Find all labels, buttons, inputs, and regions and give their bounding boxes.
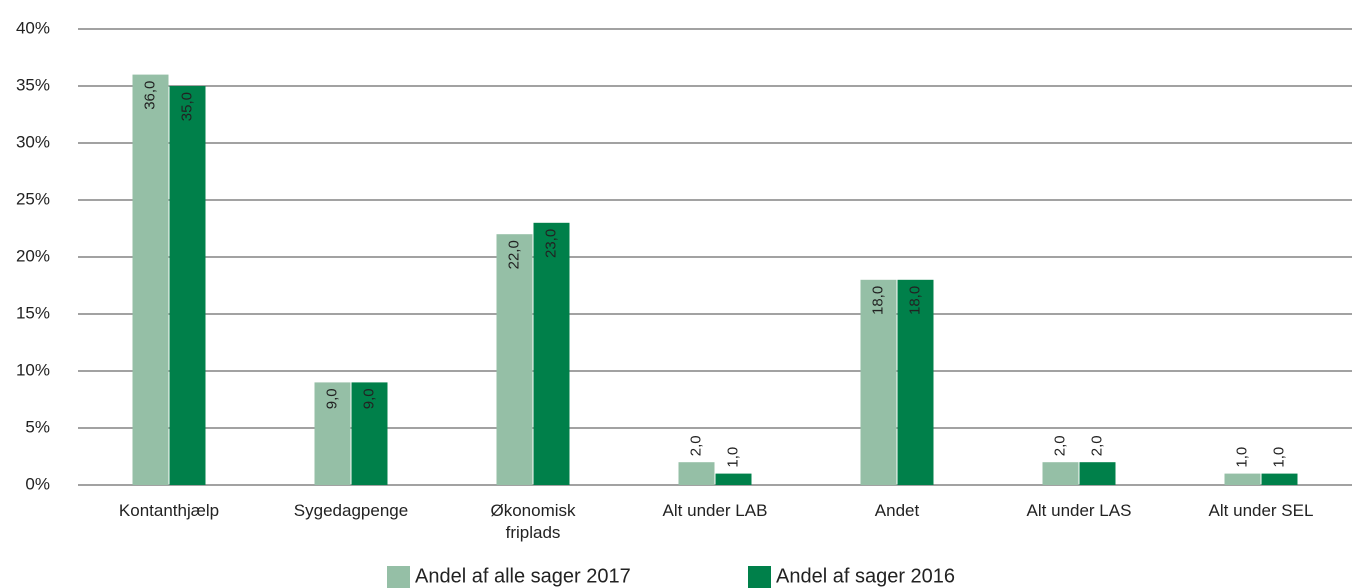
x-tick-label: Alt under LAS — [1026, 501, 1132, 520]
bar — [132, 74, 169, 485]
value-label: 23,0 — [542, 229, 559, 258]
value-label: 9,0 — [360, 388, 377, 409]
bar — [351, 382, 388, 485]
value-label: 18,0 — [869, 286, 886, 315]
value-label: 2,0 — [1051, 435, 1068, 456]
x-tick-label: Sygedagpenge — [293, 501, 409, 520]
x-tick-label: Alt under SEL — [1208, 501, 1314, 520]
y-tick-label: 15% — [16, 303, 50, 322]
bar — [715, 473, 752, 485]
bar — [533, 222, 570, 486]
value-label: 9,0 — [323, 388, 340, 409]
legend-swatch — [748, 566, 771, 588]
y-tick-label: 10% — [16, 360, 50, 379]
x-tick-label: Andet — [874, 501, 920, 520]
legend-label: Andel af alle sager 2017 — [415, 565, 631, 587]
y-tick-label: 35% — [16, 75, 50, 94]
bar — [314, 382, 351, 485]
value-label: 1,0 — [1270, 447, 1287, 468]
legend-swatch — [387, 566, 410, 588]
y-tick-label: 30% — [16, 132, 50, 151]
x-tick-label: Alt under LAB — [662, 501, 768, 520]
value-label: 35,0 — [178, 92, 195, 121]
bar — [860, 279, 897, 485]
value-label: 2,0 — [1088, 435, 1105, 456]
bar — [169, 86, 206, 485]
bar — [678, 462, 715, 485]
bar — [1224, 473, 1261, 485]
y-tick-label: 20% — [16, 246, 50, 265]
bar — [1261, 473, 1298, 485]
value-label: 36,0 — [141, 81, 158, 110]
y-tick-label: 0% — [25, 474, 50, 493]
y-tick-label: 25% — [16, 189, 50, 208]
legend-label: Andel af sager 2016 — [776, 565, 955, 587]
bar — [1079, 462, 1116, 485]
x-tick-label: Kontanthjælp — [118, 501, 220, 520]
y-tick-label: 40% — [16, 18, 50, 37]
value-label: 1,0 — [1233, 447, 1250, 468]
value-label: 1,0 — [724, 447, 741, 468]
value-label: 18,0 — [906, 286, 923, 315]
bar — [1042, 462, 1079, 485]
bar — [897, 279, 934, 485]
x-tick-label: Økonomisk friplads — [490, 501, 576, 542]
bar — [496, 234, 533, 485]
value-label: 22,0 — [505, 240, 522, 269]
value-label: 2,0 — [687, 435, 704, 456]
y-tick-label: 5% — [25, 417, 50, 436]
